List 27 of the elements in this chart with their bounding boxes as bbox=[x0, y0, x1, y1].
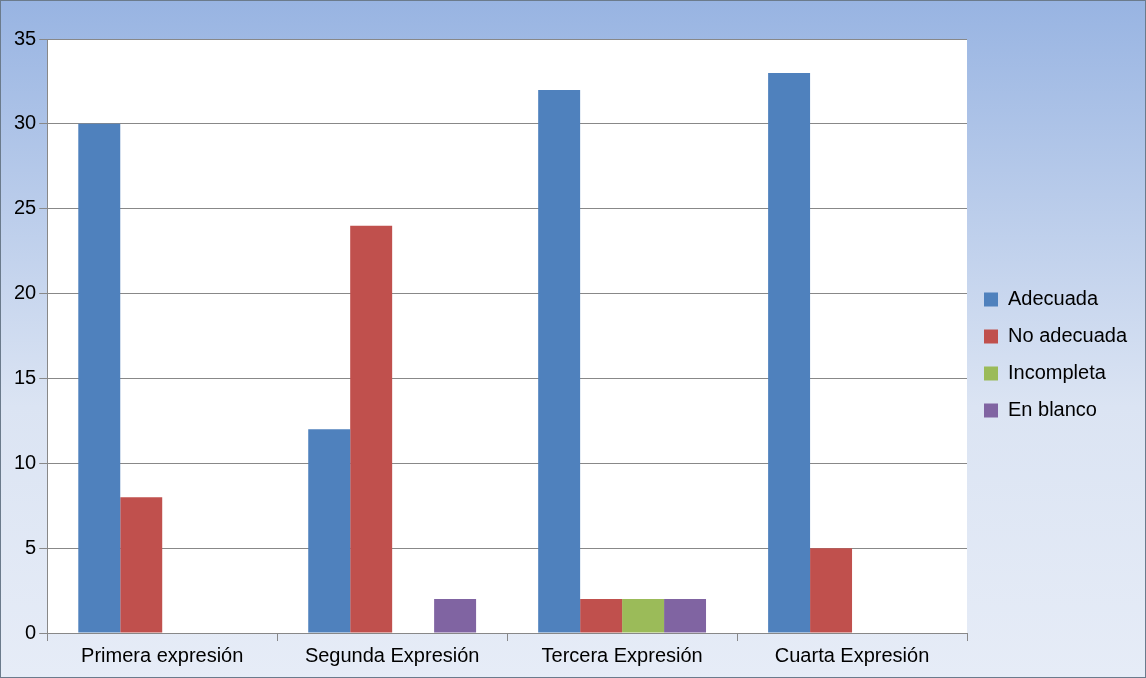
x-tick-label: Primera expresión bbox=[81, 643, 244, 666]
y-tick-label: 0 bbox=[25, 620, 37, 643]
x-tick-label: Segunda Expresión bbox=[304, 643, 480, 666]
y-tick-label: 30 bbox=[14, 111, 37, 134]
legend-label: En blanco bbox=[1008, 398, 1097, 421]
y-tick-label: 25 bbox=[14, 196, 37, 219]
bar bbox=[308, 429, 351, 633]
bar bbox=[538, 89, 581, 633]
bar bbox=[622, 599, 665, 633]
y-tick-label: 20 bbox=[14, 281, 37, 304]
bar bbox=[768, 72, 811, 633]
x-tick-label: Cuarta Expresión bbox=[774, 643, 930, 666]
bar bbox=[580, 599, 623, 633]
y-tick-label: 35 bbox=[14, 26, 37, 49]
bar bbox=[78, 123, 121, 633]
bar bbox=[810, 548, 853, 633]
bar bbox=[350, 225, 393, 633]
bar bbox=[434, 599, 477, 633]
y-tick-label: 15 bbox=[14, 365, 37, 388]
y-tick-label: 10 bbox=[14, 450, 37, 473]
bar bbox=[664, 599, 707, 633]
legend-label: Incompleta bbox=[1008, 361, 1107, 384]
x-tick-label: Tercera Expresión bbox=[541, 643, 703, 666]
legend-label: No adecuada bbox=[1008, 324, 1128, 347]
legend-label: Adecuada bbox=[1008, 287, 1099, 310]
y-tick-label: 5 bbox=[25, 535, 37, 558]
bar bbox=[120, 497, 163, 633]
